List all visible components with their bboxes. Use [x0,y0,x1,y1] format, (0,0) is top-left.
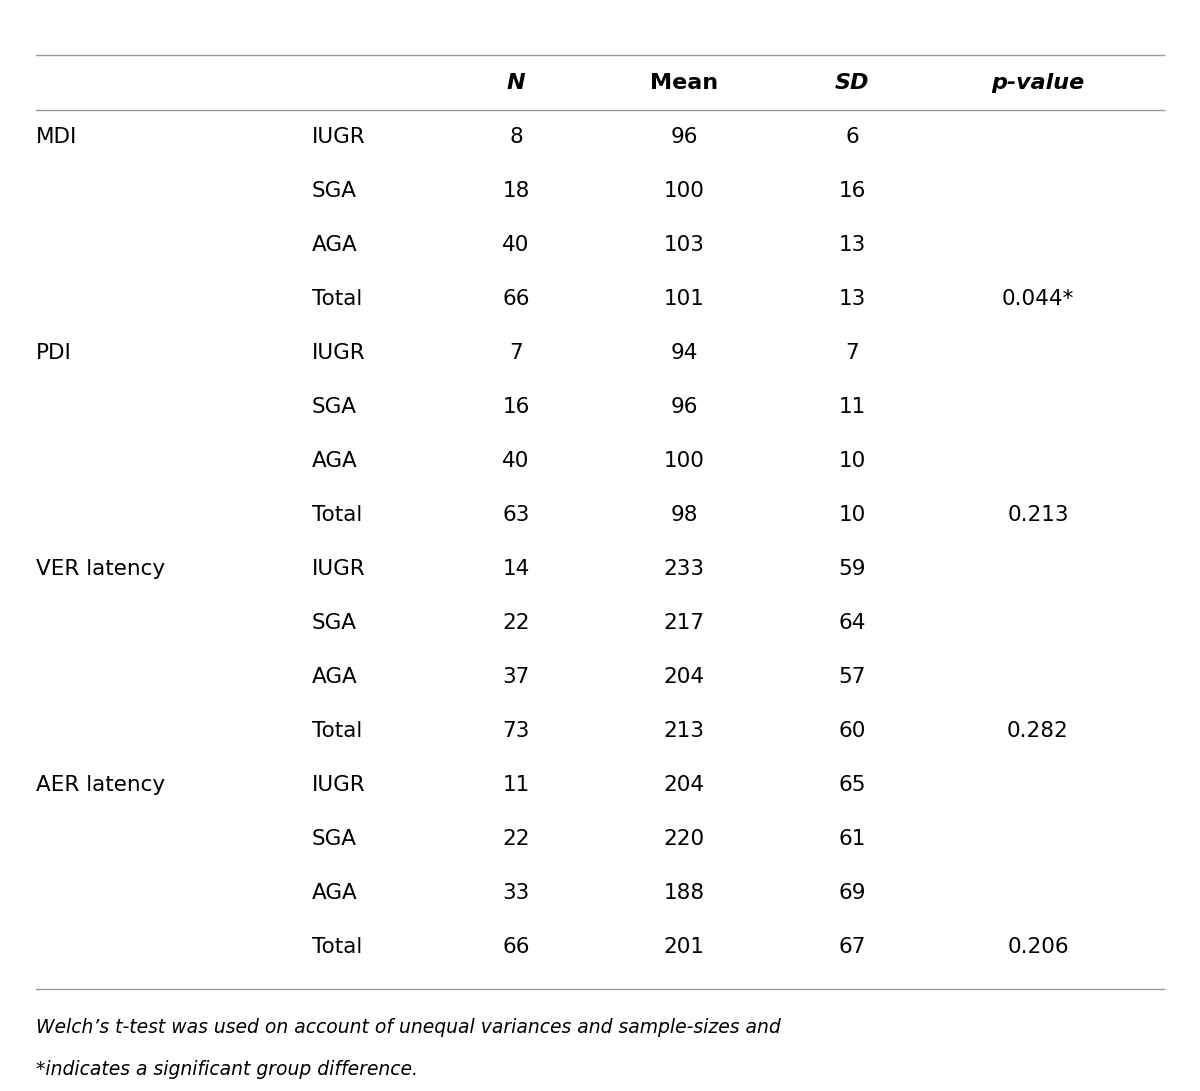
Text: 98: 98 [671,505,697,525]
Text: PDI: PDI [36,343,72,363]
Text: 66: 66 [503,289,529,309]
Text: 18: 18 [503,181,529,201]
Text: IUGR: IUGR [312,559,366,579]
Text: 40: 40 [503,235,529,255]
Text: 59: 59 [839,559,865,579]
Text: 8: 8 [509,127,523,147]
Text: 11: 11 [503,775,529,795]
Text: 204: 204 [664,775,704,795]
Text: Mean: Mean [650,72,718,93]
Text: 0.213: 0.213 [1007,505,1069,525]
Text: 63: 63 [503,505,529,525]
Text: 10: 10 [839,451,865,471]
Text: 201: 201 [664,937,704,957]
Text: 101: 101 [664,289,704,309]
Text: 0.044*: 0.044* [1002,289,1074,309]
Text: SGA: SGA [312,181,358,201]
Text: 40: 40 [503,451,529,471]
Text: *indicates a significant group difference.: *indicates a significant group differenc… [36,1059,418,1079]
Text: 204: 204 [664,667,704,687]
Text: VER latency: VER latency [36,559,166,579]
Text: 11: 11 [839,397,865,417]
Text: AGA: AGA [312,667,358,687]
Text: 94: 94 [671,343,697,363]
Text: 66: 66 [503,937,529,957]
Text: 22: 22 [503,613,529,633]
Text: 67: 67 [839,937,865,957]
Text: 96: 96 [671,397,697,417]
Text: 100: 100 [664,451,704,471]
Text: 16: 16 [839,181,865,201]
Text: 73: 73 [503,721,529,741]
Text: 22: 22 [503,829,529,849]
Text: 57: 57 [839,667,865,687]
Text: SGA: SGA [312,613,358,633]
Text: SGA: SGA [312,397,358,417]
Text: 7: 7 [845,343,859,363]
Text: SD: SD [835,72,869,93]
Text: MDI: MDI [36,127,77,147]
Text: IUGR: IUGR [312,127,366,147]
Text: 16: 16 [503,397,529,417]
Text: N: N [506,72,526,93]
Text: AGA: AGA [312,883,358,903]
Text: SGA: SGA [312,829,358,849]
Text: Total: Total [312,505,362,525]
Text: AGA: AGA [312,451,358,471]
Text: 69: 69 [839,883,865,903]
Text: 96: 96 [671,127,697,147]
Text: Total: Total [312,937,362,957]
Text: 220: 220 [664,829,704,849]
Text: IUGR: IUGR [312,343,366,363]
Text: 103: 103 [664,235,704,255]
Text: 13: 13 [839,235,865,255]
Text: 0.206: 0.206 [1007,937,1069,957]
Text: 14: 14 [503,559,529,579]
Text: 7: 7 [509,343,523,363]
Text: 64: 64 [839,613,865,633]
Text: 13: 13 [839,289,865,309]
Text: AER latency: AER latency [36,775,166,795]
Text: 10: 10 [839,505,865,525]
Text: 233: 233 [664,559,704,579]
Text: Total: Total [312,289,362,309]
Text: 60: 60 [839,721,865,741]
Text: 33: 33 [503,883,529,903]
Text: 0.282: 0.282 [1007,721,1069,741]
Text: 65: 65 [839,775,865,795]
Text: 217: 217 [664,613,704,633]
Text: 100: 100 [664,181,704,201]
Text: IUGR: IUGR [312,775,366,795]
Text: 61: 61 [839,829,865,849]
Text: 188: 188 [664,883,704,903]
Text: Welch’s t-test was used on account of unequal variances and sample-sizes and: Welch’s t-test was used on account of un… [36,1018,781,1036]
Text: 213: 213 [664,721,704,741]
Text: p-value: p-value [991,72,1085,93]
Text: AGA: AGA [312,235,358,255]
Text: 6: 6 [845,127,859,147]
Text: Total: Total [312,721,362,741]
Text: 37: 37 [503,667,529,687]
